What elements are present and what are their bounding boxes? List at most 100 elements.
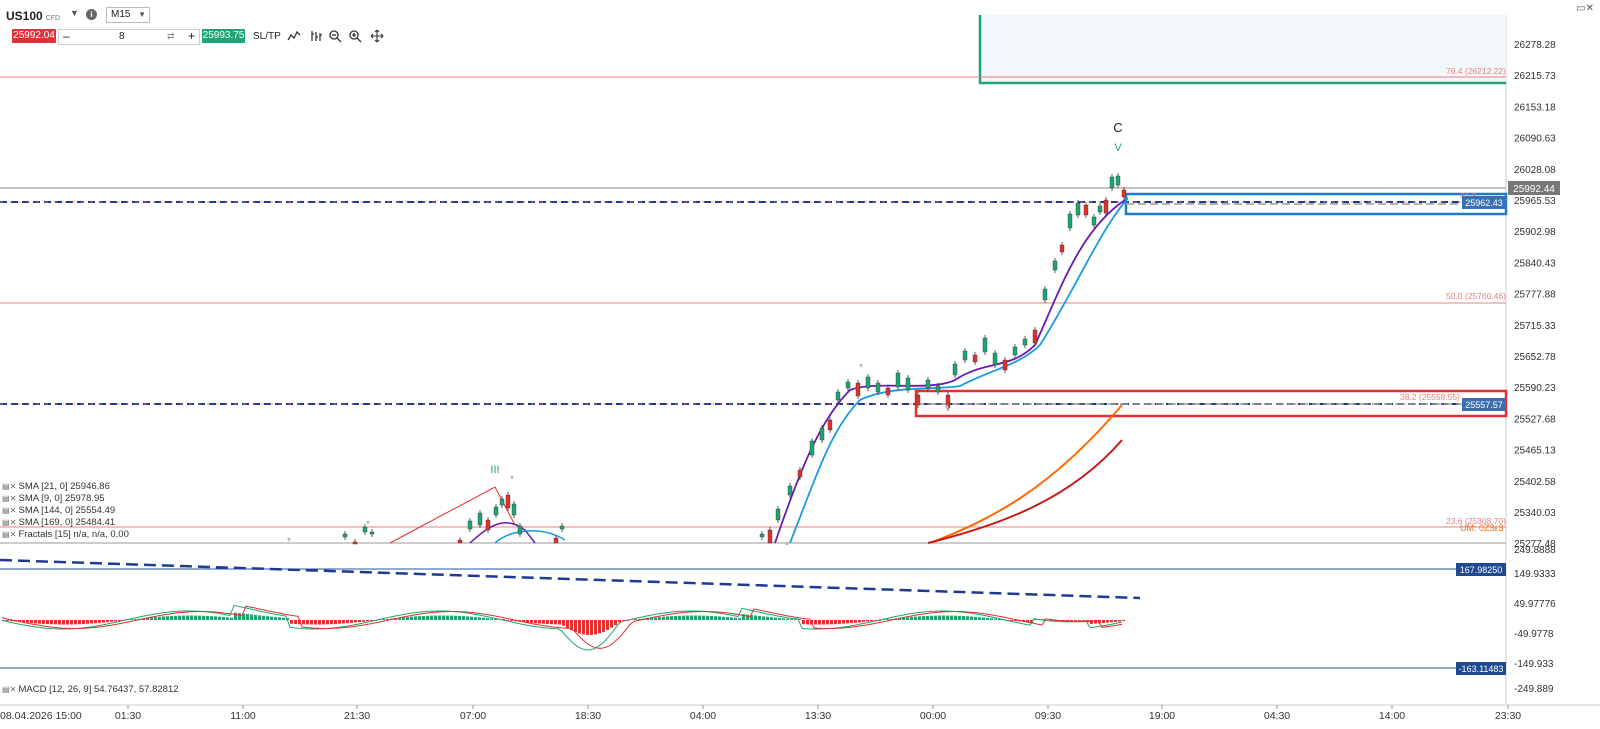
legend-text: SMA [21, 0] 25946.86: [18, 481, 110, 492]
macd-tag-lower-value: -163.11483: [1459, 664, 1504, 674]
macd-bar: [706, 615, 709, 620]
macd-bar: [938, 615, 941, 620]
macd-bar: [622, 620, 625, 621]
macd-bar: [870, 620, 873, 622]
legend-text: MACD [12, 26, 9] 54.76437, 57.82812: [18, 684, 179, 695]
macd-bar: [578, 620, 581, 634]
macd-bar: [658, 616, 661, 620]
macd-bar: [170, 615, 173, 620]
info-icon[interactable]: i: [86, 9, 97, 20]
macd-bar: [438, 615, 441, 620]
candle-body: [467, 520, 473, 530]
macd-bar: [218, 616, 221, 620]
macd-bar: [534, 620, 537, 624]
macd-bar: [910, 616, 913, 620]
macd-bar: [934, 615, 937, 620]
quantity-minus-button[interactable]: –: [63, 29, 70, 43]
zoom-out-icon[interactable]: [328, 29, 342, 43]
macd-bar: [298, 620, 301, 625]
macd-bar: [62, 620, 65, 625]
macd-bar: [846, 620, 849, 624]
macd-bar: [538, 620, 541, 624]
macd-bar: [662, 616, 665, 620]
close-icon[interactable]: ▭✕: [1576, 3, 1594, 14]
chevron-down-icon[interactable]: ▼: [70, 8, 79, 18]
time-axis-label: 04:00: [690, 710, 716, 722]
move-icon[interactable]: [370, 29, 384, 43]
macd-bar: [234, 612, 237, 620]
sell-button[interactable]: 25992.04: [12, 29, 56, 43]
candle-body: [1091, 216, 1097, 226]
legend-sma9[interactable]: ▤ ✕ SMA [9, 0] 25978.95: [2, 493, 105, 504]
settings-icon[interactable]: ▤ ✕: [2, 482, 17, 491]
settings-icon[interactable]: ▤ ✕: [2, 685, 17, 694]
candle-body: [819, 427, 825, 441]
macd-bar: [774, 617, 777, 620]
macd-bar: [38, 620, 41, 624]
level-tag-upper-value: 25962.43: [1465, 198, 1503, 208]
legend-sma144[interactable]: ▤ ✕ SMA [144, 0] 25554.49: [2, 505, 115, 516]
macd-bar: [370, 620, 373, 621]
macd-bar: [454, 615, 457, 620]
macd-bar: [258, 615, 261, 620]
macd-tag-lower: [1456, 662, 1506, 675]
settings-icon[interactable]: ▤ ✕: [2, 518, 17, 527]
macd-bar: [634, 619, 637, 620]
zoom-in-icon[interactable]: [348, 29, 362, 43]
macd-trendline[interactable]: [0, 558, 1141, 600]
macd-bar: [726, 617, 729, 620]
macd-bar: [114, 620, 117, 622]
macd-bar: [278, 617, 281, 620]
price-axis-label: 25527.68: [1514, 414, 1556, 425]
macd-bar: [754, 615, 757, 620]
buy-button[interactable]: 25993.75: [202, 29, 245, 43]
settings-icon[interactable]: ▤ ✕: [2, 530, 17, 539]
macd-tag-upper: [1456, 563, 1506, 576]
price-axis-label: 26028.08: [1514, 165, 1556, 176]
legend-text: SMA [169, 0] 25484.41: [18, 517, 116, 528]
indicators-icon[interactable]: [309, 29, 323, 43]
blue-zone[interactable]: [1124, 192, 1508, 216]
settings-icon[interactable]: ▤ ✕: [2, 506, 17, 515]
line-chart-icon[interactable]: [287, 29, 301, 43]
macd-bar: [710, 615, 713, 620]
candle-body: [835, 391, 841, 401]
symbol-selector[interactable]: US100 CFD: [6, 9, 60, 23]
macd-bar: [654, 617, 657, 620]
legend-sma21[interactable]: ▤ ✕ SMA [21, 0] 25946.86: [2, 481, 110, 492]
quantity-plus-button[interactable]: +: [187, 29, 195, 43]
time-axis-label: 14:00: [1379, 710, 1405, 722]
price-axis[interactable]: 26278.28 26215.73 26153.18 26090.63 26028.08…: [1514, 40, 1556, 550]
price-axis-label: 25465.13: [1514, 446, 1556, 457]
refresh-icon[interactable]: ⇄: [167, 31, 175, 41]
macd-bar: [1074, 620, 1077, 621]
time-axis-label: 07:00: [460, 710, 486, 722]
legend-fractals[interactable]: ▤ ✕ Fractals [15] n/a, n/a, 0.00: [2, 529, 129, 540]
legend-macd[interactable]: ▤ ✕ MACD [12, 26, 9] 54.76437, 57.82812: [2, 684, 179, 695]
macd-axis[interactable]: 249.8888 149.9333 49.97776 -49.9778 -149.933…: [1514, 545, 1556, 695]
target-zone[interactable]: [978, 15, 1506, 85]
candle-body: [499, 498, 505, 506]
time-axis-label: 21:30: [344, 710, 370, 722]
chart-toolbar: US100 CFD ▼ i M15 ▼ 25992.04 – 8 ⇄ + 25993…: [0, 0, 520, 50]
quantity-stepper[interactable]: – 8 ⇄ +: [58, 29, 200, 45]
sltp-button[interactable]: SL/TP: [253, 31, 281, 42]
macd-bar: [10, 620, 13, 622]
candle-body: [935, 385, 941, 393]
macd-bar: [266, 616, 269, 620]
timeframe-select[interactable]: M15 ▼: [106, 7, 150, 23]
quantity-input[interactable]: 8: [119, 31, 125, 42]
macd-bar: [674, 615, 677, 620]
macd-bar: [606, 620, 609, 630]
macd-bar: [94, 620, 97, 624]
macd-bar: [210, 616, 213, 620]
legend-sma169[interactable]: ▤ ✕ SMA [169, 0] 25484.41: [2, 517, 115, 528]
macd-bar: [82, 620, 85, 624]
macd-bar: [510, 620, 513, 621]
candle-body: [457, 539, 463, 544]
candle-body: [787, 485, 793, 496]
time-axis[interactable]: 08.04.2026 15:00 01:30 11:00 21:30 07:00 18:3…: [0, 705, 1521, 722]
settings-icon[interactable]: ▤ ✕: [2, 494, 17, 503]
macd-bar: [442, 615, 445, 620]
